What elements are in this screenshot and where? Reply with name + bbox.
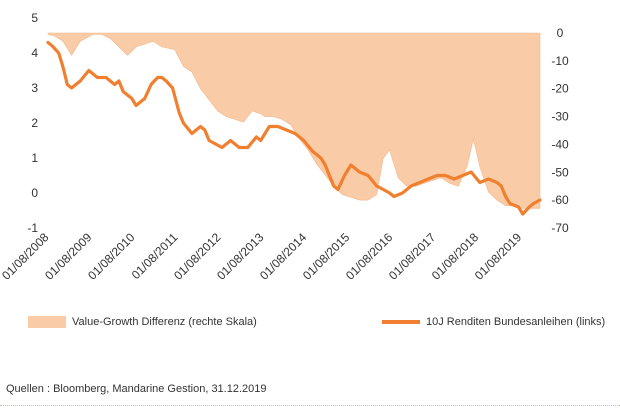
right-axis-tick-label: 0: [557, 26, 564, 40]
left-axis-tick-label: 4: [31, 46, 38, 60]
left-axis-tick-label: 5: [31, 11, 38, 25]
legend-label-area: Value-Growth Differenz (rechte Skala): [72, 316, 257, 328]
legend-swatch-area: [28, 316, 66, 328]
left-axis-tick-label: -1: [27, 221, 38, 235]
left-axis-tick-label: 0: [31, 186, 38, 200]
left-axis-tick-label: 2: [31, 116, 38, 130]
area-series-value-growth: [47, 32, 541, 209]
x-axis-tick-label: 01/08/2010: [85, 230, 138, 283]
right-axis-tick-label: -50: [551, 165, 569, 179]
source-note: Quellen : Bloomberg, Mandarine Gestion, …: [6, 383, 267, 395]
right-axis-tick-label: -30: [551, 110, 569, 124]
right-axis-tick-label: -60: [551, 193, 569, 207]
left-axis-tick-label: 3: [31, 81, 38, 95]
right-axis-tick-label: -20: [551, 82, 569, 96]
chart-canvas: 5 4 3 2 1 0 -1 0 -10 -20 -30 -40 -50 -60 -70 01/08/20…: [0, 11, 569, 283]
right-axis-tick-label: -70: [551, 221, 569, 235]
right-axis: 0 -10 -20 -30 -40 -50 -60 -70: [551, 26, 569, 235]
left-axis: 5 4 3 2 1 0 -1: [27, 11, 38, 235]
legend-item-bund-yield: 10J Renditen Bundesanleihen (links): [382, 316, 605, 328]
dotted-divider: [0, 405, 620, 406]
legend-item-value-growth: Value-Growth Differenz (rechte Skala): [28, 316, 257, 328]
legend-label-line: 10J Renditen Bundesanleihen (links): [426, 316, 606, 328]
left-axis-tick-label: 1: [31, 151, 38, 165]
line-series-bund-yield: [46, 40, 542, 216]
x-axis-tick-label: 01/08/2019: [472, 230, 525, 283]
legend-swatch-line: [382, 320, 420, 324]
right-axis-tick-label: -40: [551, 137, 569, 151]
x-axis: 01/08/200801/08/200901/08/201001/08/2011…: [0, 230, 524, 283]
area-series-layer: [47, 32, 541, 209]
line-series-layer: [46, 40, 542, 216]
right-axis-tick-label: -10: [551, 54, 569, 68]
